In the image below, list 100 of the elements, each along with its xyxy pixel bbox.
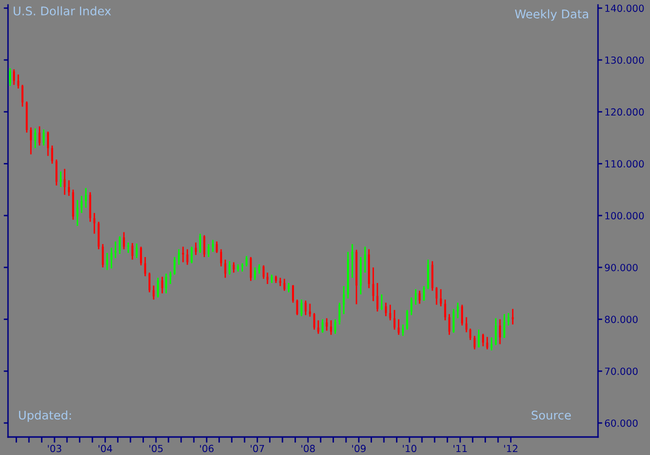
candlestick [190, 246, 193, 264]
y-tick-label: 120.000 [605, 108, 644, 116]
candlestick [194, 242, 197, 256]
candlestick [494, 318, 497, 346]
candlestick [76, 199, 78, 227]
candlestick [347, 251, 349, 300]
y-tick-label: 60.000 [604, 419, 638, 427]
x-tick-label: '07 [250, 444, 264, 452]
x-tick-label: '12 [504, 444, 518, 452]
candlestick [47, 130, 49, 157]
candlestick [38, 126, 40, 146]
candlestick [152, 284, 155, 300]
candlestick [237, 264, 239, 272]
candlestick [13, 68, 15, 86]
candlestick [436, 286, 438, 306]
candlestick [203, 234, 206, 258]
candlestick [338, 302, 340, 326]
candlestick [182, 246, 184, 263]
candlestick [93, 212, 96, 234]
candlestick [364, 246, 366, 274]
candlestick [402, 324, 404, 337]
candlestick [212, 239, 214, 253]
candlestick [228, 260, 231, 276]
candlestick [380, 294, 383, 311]
y-tick-label: 140.000 [605, 4, 644, 12]
candlestick [84, 187, 87, 208]
candlestick [288, 282, 290, 294]
candlestick [174, 256, 176, 276]
candlestick [452, 308, 455, 334]
candlestick [220, 248, 222, 268]
candlestick [110, 247, 112, 270]
x-tick-label: '06 [200, 444, 214, 452]
chart-subtitle: Weekly Data [514, 9, 588, 21]
candlestick [136, 242, 138, 259]
candlestick [216, 240, 218, 254]
candlestick [384, 302, 387, 317]
chart-title: U.S. Dollar Index [14, 6, 111, 16]
candlestick [308, 303, 311, 318]
candlestick [178, 248, 180, 266]
x-tick-label: '08 [301, 444, 315, 452]
candlestick [144, 256, 146, 277]
candlestick [131, 242, 134, 260]
candlestick [266, 272, 268, 285]
y-tick-label: 70.000 [605, 368, 638, 375]
candlestick [106, 252, 108, 271]
candlestick [51, 144, 54, 164]
y-tick-label: 130.000 [605, 56, 644, 64]
candlestick [427, 258, 430, 290]
candlestick [422, 285, 425, 302]
candlestick [283, 278, 286, 292]
candlestick [448, 313, 450, 336]
candlestick [486, 336, 488, 350]
x-tick-label: '04 [98, 444, 112, 452]
y-tick-label: 80.000 [604, 316, 638, 324]
candlestick [80, 195, 83, 214]
candlestick [30, 126, 32, 156]
candlestick [461, 304, 464, 326]
candlestick [262, 264, 265, 280]
candlestick [304, 300, 307, 316]
candlestick [440, 288, 442, 308]
candlestick [351, 243, 354, 278]
candlestick [42, 128, 45, 146]
y-tick-label: 100.000 [605, 212, 644, 220]
candlestick [186, 248, 188, 266]
candlestick [499, 318, 501, 345]
candlestick [169, 270, 172, 285]
candlestick [64, 168, 66, 196]
candlestick [140, 246, 142, 266]
candlestick [465, 316, 468, 333]
candlestick [456, 302, 459, 319]
candlestick [21, 84, 24, 108]
candlestick [55, 158, 58, 186]
annotation: Updated: [19, 410, 71, 422]
candlestick [389, 304, 392, 322]
x-tick-label: '11 [454, 444, 467, 452]
candlestick [114, 240, 116, 259]
candlestick [334, 318, 336, 334]
y-tick-label: 110.000 [605, 160, 644, 168]
candlestick [250, 256, 252, 282]
candlestick [254, 266, 256, 281]
candlestick [122, 231, 125, 250]
candlestick [148, 272, 150, 294]
candlestick [89, 192, 92, 222]
candlestick [512, 308, 514, 326]
annotation: Source [532, 410, 571, 420]
candlestick [406, 309, 408, 330]
candlestick [300, 298, 302, 317]
candlestick [199, 233, 202, 254]
x-tick-label: '03 [48, 444, 62, 452]
candlestick [127, 242, 130, 254]
candlestick [507, 312, 510, 326]
candlestick [431, 260, 434, 292]
candlestick [444, 298, 446, 322]
candlestick [418, 290, 421, 304]
candlestick [376, 282, 378, 312]
x-tick-label: '05 [149, 444, 163, 452]
candlestick [503, 313, 506, 339]
candlestick [208, 243, 210, 258]
candlestick [330, 320, 332, 336]
candlestick [474, 335, 476, 350]
